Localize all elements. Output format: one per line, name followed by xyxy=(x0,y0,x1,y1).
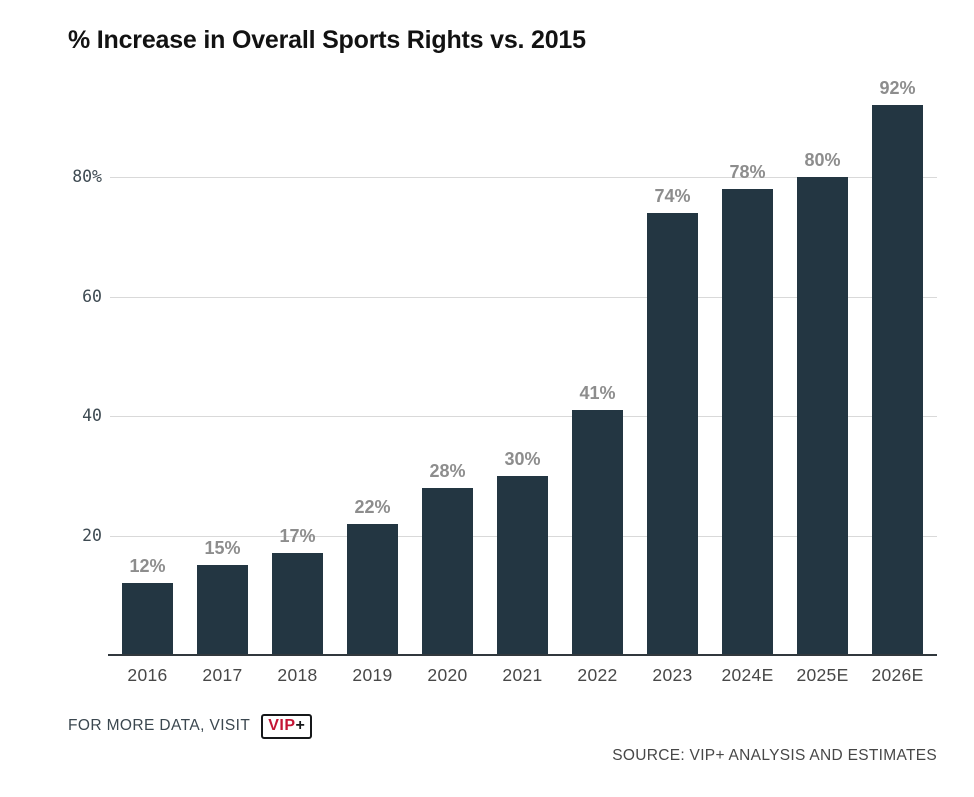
chart-title: % Increase in Overall Sports Rights vs. … xyxy=(68,26,586,54)
x-axis-label-2019: 2019 xyxy=(352,665,393,685)
bar-value-label-2016: 12% xyxy=(129,556,166,576)
bar-value-label-2021: 30% xyxy=(504,449,541,469)
y-tick-label-80: 80% xyxy=(72,167,102,186)
footer-note: FOR MORE DATA, VISIT VIP + xyxy=(68,711,313,741)
source-attribution: SOURCE: VIP+ ANALYSIS AND ESTIMATES xyxy=(612,747,937,764)
bar-2019 xyxy=(347,524,398,655)
gridline-60 xyxy=(110,297,937,298)
bar-value-label-2022: 41% xyxy=(579,383,616,403)
vip-plus-logo[interactable]: VIP + xyxy=(261,713,313,739)
vip-logo-text: VIP xyxy=(268,716,296,734)
bar-2020 xyxy=(422,488,473,655)
gridline-40 xyxy=(110,416,937,417)
bar-2026E xyxy=(872,105,923,655)
x-axis-label-2026E: 2026E xyxy=(871,665,924,685)
bar-2024E xyxy=(722,189,773,655)
x-axis-label-2021: 2021 xyxy=(502,665,543,685)
bar-value-label-2020: 28% xyxy=(429,461,466,481)
bar-2021 xyxy=(497,476,548,655)
gridline-80 xyxy=(110,177,937,178)
x-axis-label-2018: 2018 xyxy=(277,665,318,685)
y-tick-label-60: 60 xyxy=(82,287,102,306)
footer-note-text: FOR MORE DATA, VISIT xyxy=(68,717,251,734)
x-axis-label-2020: 2020 xyxy=(427,665,468,685)
x-axis-label-2024E: 2024E xyxy=(721,665,774,685)
x-axis-label-2022: 2022 xyxy=(577,665,618,685)
bar-2025E xyxy=(797,177,848,655)
bar-value-label-2024E: 78% xyxy=(729,162,766,182)
x-axis-line xyxy=(108,654,937,656)
bar-2016 xyxy=(122,583,173,655)
x-axis-label-2017: 2017 xyxy=(202,665,243,685)
bar-2018 xyxy=(272,553,323,655)
bar-value-label-2023: 74% xyxy=(654,186,691,206)
vip-logo-plus: + xyxy=(295,716,306,734)
bar-value-label-2019: 22% xyxy=(354,497,391,517)
bar-value-label-2018: 17% xyxy=(279,526,316,546)
y-tick-label-20: 20 xyxy=(82,526,102,545)
bar-2017 xyxy=(197,565,248,655)
x-axis-label-2016: 2016 xyxy=(127,665,168,685)
y-tick-label-40: 40 xyxy=(82,406,102,425)
bar-value-label-2026E: 92% xyxy=(879,78,916,98)
x-axis-label-2025E: 2025E xyxy=(796,665,849,685)
bar-2022 xyxy=(572,410,623,655)
bar-value-label-2025E: 80% xyxy=(804,150,841,170)
bar-2023 xyxy=(647,213,698,655)
bar-value-label-2017: 15% xyxy=(204,538,241,558)
x-axis-label-2023: 2023 xyxy=(652,665,693,685)
